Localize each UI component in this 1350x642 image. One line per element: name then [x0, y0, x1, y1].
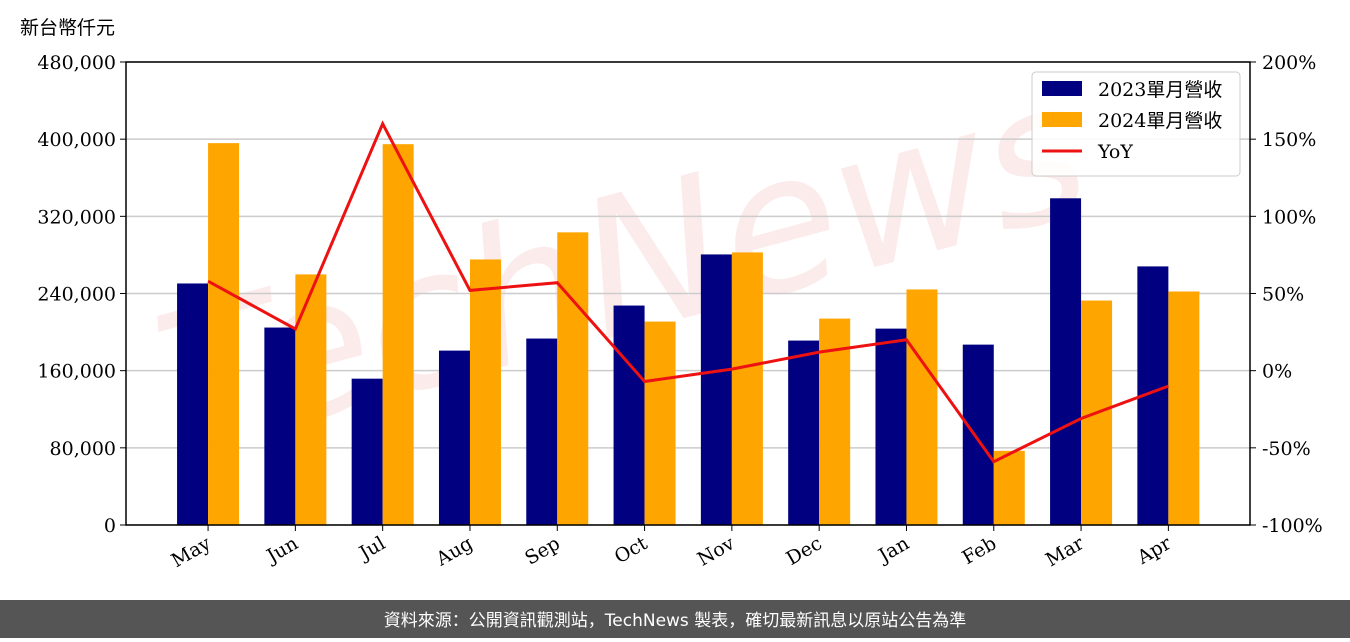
x-tick-label: Feb [958, 532, 1000, 569]
y2-tick-label: -100% [1262, 515, 1323, 537]
y2-tick-label: 0% [1262, 361, 1292, 383]
bar [295, 274, 327, 525]
x-tick-label: Nov [694, 532, 739, 571]
x-tick-label: Sep [521, 532, 564, 569]
bar [526, 338, 558, 525]
bar [962, 344, 994, 525]
x-tick-label: Apr [1133, 532, 1176, 569]
bar [1050, 198, 1082, 525]
y2-tick-label: -50% [1262, 438, 1311, 460]
legend-label: 2024單月營收 [1098, 110, 1222, 132]
bar [731, 252, 763, 525]
bar [613, 305, 645, 525]
x-tick-label: Oct [611, 532, 652, 568]
legend-swatch [1042, 112, 1082, 127]
plot-frame [125, 61, 1251, 526]
footer-text: 資料來源：公開資訊觀測站，TechNews 製表，確切最新訊息以原站公告為準 [384, 611, 966, 631]
bar [819, 318, 851, 525]
bar [557, 232, 589, 526]
y-tick-label: 0 [104, 515, 116, 537]
bar [875, 328, 907, 525]
legend-swatch [1042, 81, 1082, 96]
y-tick-label: 160,000 [37, 361, 116, 383]
x-tick-label: Jan [873, 532, 913, 568]
bar [906, 289, 938, 525]
y2-tick-label: 200% [1262, 52, 1316, 74]
x-tick-label: Dec [783, 532, 826, 570]
x-tick-label: May [168, 532, 215, 572]
y-tick-label: 400,000 [37, 129, 116, 151]
bar [788, 340, 820, 525]
bar [644, 321, 676, 525]
footer-bar [0, 600, 1350, 638]
bar [177, 283, 209, 525]
y-tick-label: 80,000 [50, 438, 116, 460]
x-tick-label: Aug [432, 532, 477, 571]
y2-tick-label: 50% [1262, 284, 1304, 306]
bar [469, 259, 501, 525]
y-tick-label: 240,000 [37, 284, 116, 306]
x-tick-label: Jun [261, 532, 302, 568]
y2-tick-label: 150% [1262, 129, 1316, 151]
bar [1168, 291, 1200, 525]
line [207, 120, 1169, 464]
x-tick-label: Jul [354, 532, 389, 565]
bar [700, 254, 732, 525]
y2-tick-label: 100% [1262, 206, 1316, 228]
y-tick-label: 480,000 [37, 52, 116, 74]
legend-box [1031, 71, 1241, 177]
x-tick-label: Mar [1042, 532, 1088, 571]
y-tick-label: 320,000 [37, 206, 116, 228]
bar [438, 350, 470, 525]
bar [351, 378, 383, 525]
bar [993, 450, 1025, 525]
bar [264, 327, 296, 525]
legend-label: 2023單月營收 [1098, 79, 1222, 101]
legend-label: YoY [1097, 141, 1133, 163]
bar [382, 144, 414, 525]
bar [208, 143, 240, 525]
y-axis-label: 新台幣仟元 [20, 17, 115, 39]
